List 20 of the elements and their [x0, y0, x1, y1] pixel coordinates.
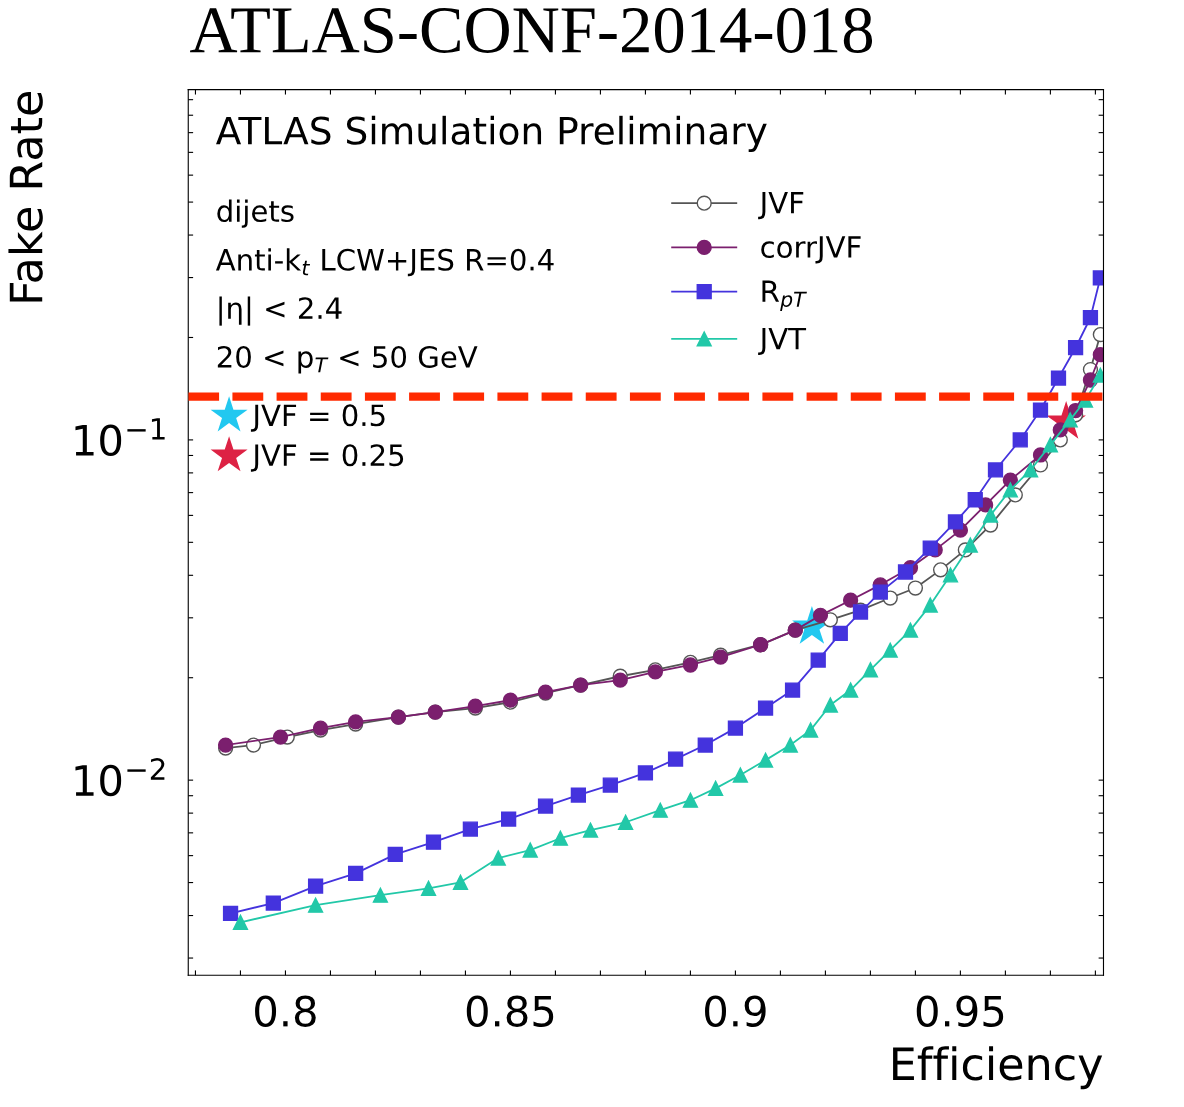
legend-label: JVF	[758, 192, 804, 220]
y-tick-label: 10$^{−1}$	[75, 418, 165, 457]
x-tick-label: 0.9	[705, 995, 766, 1027]
legend-label: JVF = 0.5	[250, 404, 385, 432]
x-axis-title: Efficiency	[893, 1046, 1103, 1090]
legend-label: JVT	[758, 327, 807, 355]
legend-label: R$_{pT}$	[762, 280, 807, 311]
annotation: ATLAS Simulation Preliminary	[216, 115, 767, 153]
y-axis-title: Fake Rate	[8, 92, 43, 302]
y-tick-label: 10$^{−2}$	[75, 758, 165, 797]
annotation: dijets	[217, 199, 294, 228]
legend-label: JVF = 0.25	[250, 444, 404, 472]
x-tick-label: 0.8	[255, 995, 316, 1027]
annotation: |η| < 2.4	[219, 296, 342, 326]
chart-title: ATLAS-CONF-2014-018	[190, 7, 873, 53]
annotation: 20 < p$_{T}$ < 50 GeV	[217, 345, 478, 374]
x-tick-label: 0.85	[466, 995, 554, 1027]
legend-label: corrJVF	[761, 236, 861, 264]
annotation: Anti-k$_{t}$ LCW+JES R=0.4	[215, 248, 554, 277]
x-tick-label: 0.95	[916, 995, 1004, 1027]
